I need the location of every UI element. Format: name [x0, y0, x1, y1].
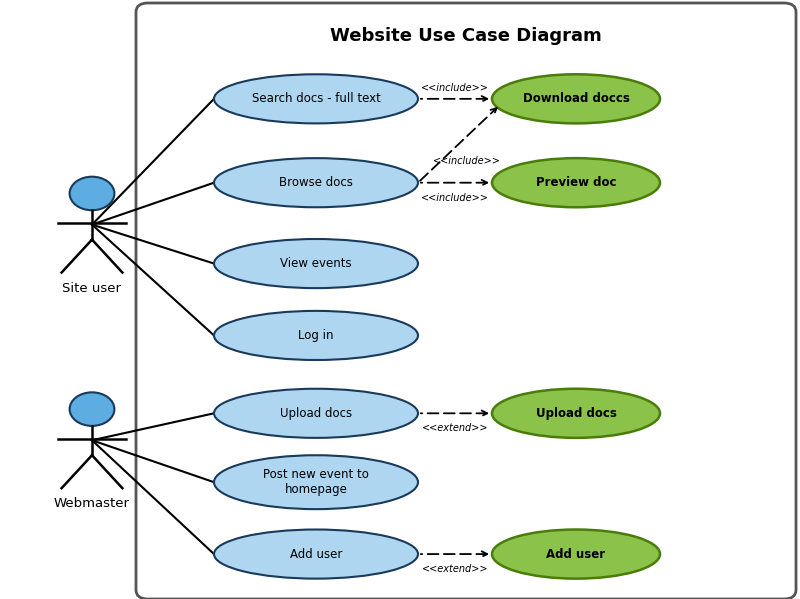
- Text: Website Use Case Diagram: Website Use Case Diagram: [330, 27, 602, 45]
- Text: <<extend>>: <<extend>>: [422, 423, 488, 433]
- Text: Log in: Log in: [298, 329, 334, 342]
- Text: Post new event to
homepage: Post new event to homepage: [263, 468, 369, 496]
- Text: Webmaster: Webmaster: [54, 497, 130, 510]
- Text: <<include>>: <<include>>: [421, 193, 489, 202]
- Text: Browse docs: Browse docs: [279, 176, 353, 189]
- Ellipse shape: [214, 389, 418, 438]
- Circle shape: [70, 177, 114, 210]
- Text: Add user: Add user: [546, 547, 606, 561]
- Text: <<extend>>: <<extend>>: [422, 564, 488, 574]
- Ellipse shape: [214, 455, 418, 509]
- FancyBboxPatch shape: [136, 3, 796, 599]
- Text: Preview doc: Preview doc: [536, 176, 616, 189]
- Text: <<include>>: <<include>>: [433, 156, 501, 166]
- Circle shape: [70, 392, 114, 426]
- Ellipse shape: [214, 158, 418, 207]
- Text: Download doccs: Download doccs: [522, 92, 630, 105]
- Text: View events: View events: [280, 257, 352, 270]
- Text: Upload docs: Upload docs: [535, 407, 617, 420]
- Ellipse shape: [214, 530, 418, 579]
- Ellipse shape: [214, 239, 418, 288]
- Ellipse shape: [492, 530, 660, 579]
- Text: Upload docs: Upload docs: [280, 407, 352, 420]
- Text: Search docs - full text: Search docs - full text: [251, 92, 381, 105]
- Ellipse shape: [492, 158, 660, 207]
- Text: Site user: Site user: [62, 282, 122, 295]
- Ellipse shape: [492, 389, 660, 438]
- Text: <<include>>: <<include>>: [421, 83, 489, 93]
- Ellipse shape: [214, 311, 418, 360]
- Text: Add user: Add user: [290, 547, 342, 561]
- Ellipse shape: [492, 74, 660, 123]
- Ellipse shape: [214, 74, 418, 123]
